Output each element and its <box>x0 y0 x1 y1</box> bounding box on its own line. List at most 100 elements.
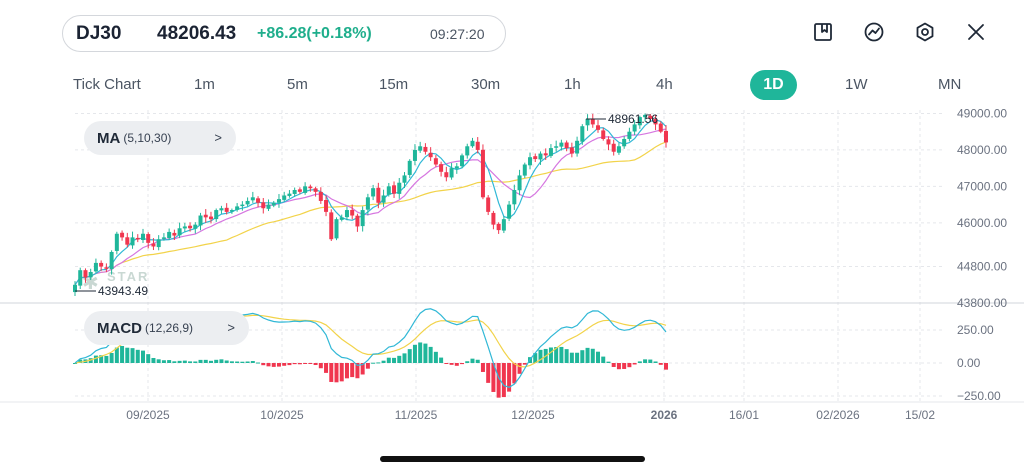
macd-bar <box>522 363 527 365</box>
macd-bar <box>292 363 297 365</box>
candle-body <box>120 232 125 238</box>
candle-body <box>334 219 339 239</box>
x-tick-label: 12/2025 <box>511 408 555 420</box>
macd-bar <box>303 363 308 364</box>
macd-bar <box>256 362 261 364</box>
candle-body <box>480 149 485 198</box>
tab-30m[interactable]: 30m <box>471 76 501 93</box>
time-label: 09:27:20 <box>430 25 485 42</box>
candle-body <box>643 114 648 118</box>
candle <box>392 181 397 198</box>
candle-body <box>596 125 601 130</box>
macd-bar <box>460 363 465 365</box>
candle <box>643 113 648 122</box>
candle-body <box>339 217 344 220</box>
candle <box>161 233 166 241</box>
candle-body <box>73 284 77 293</box>
tab-4h[interactable]: 4h <box>656 76 673 93</box>
candle-body <box>276 199 281 203</box>
macd-bar <box>412 344 417 363</box>
candle <box>151 238 156 251</box>
candle <box>135 234 140 243</box>
candle-body <box>109 251 114 270</box>
macd-bar <box>480 363 485 372</box>
candle-body <box>507 204 512 219</box>
candle-body <box>235 206 240 210</box>
macd-bar <box>596 351 601 363</box>
macd-bar <box>203 359 208 363</box>
candle <box>360 206 365 232</box>
candle-body <box>161 237 166 239</box>
trend-icon[interactable] <box>863 21 885 43</box>
tab-5m[interactable]: 5m <box>287 76 308 93</box>
candle-body <box>632 124 637 132</box>
candle <box>564 140 569 152</box>
tab-1d[interactable]: 1D <box>750 70 797 100</box>
candle-body <box>203 214 208 218</box>
candle-body <box>282 195 287 200</box>
x-tick-label: 10/2025 <box>260 408 304 420</box>
candle <box>371 184 376 201</box>
close-icon[interactable] <box>965 21 987 43</box>
chevron-right-icon: > <box>227 320 235 335</box>
candle-body <box>449 168 454 178</box>
candle-body <box>114 233 119 251</box>
candle-body <box>616 146 621 153</box>
candle-body <box>177 228 182 236</box>
settings-hex-icon[interactable] <box>914 21 936 43</box>
candle-body <box>376 187 381 203</box>
tab-15m[interactable]: 15m <box>379 76 409 93</box>
macd-bar <box>559 346 564 363</box>
macd-bar <box>266 363 271 367</box>
candle-body <box>412 149 417 161</box>
candle-body <box>439 164 444 172</box>
tab-mn[interactable]: MN <box>938 76 962 93</box>
ma-indicator-pill[interactable]: MA (5,10,30) > <box>84 121 236 155</box>
macd-bar <box>486 363 491 383</box>
macd-bar <box>120 345 125 363</box>
macd-bar <box>177 360 182 363</box>
candle-body <box>428 152 433 158</box>
y-tick-label: 47000.00 <box>957 179 1007 193</box>
candle <box>616 142 621 155</box>
macd-bar <box>99 355 104 363</box>
candle-body <box>392 185 397 194</box>
candle-body <box>135 237 140 240</box>
macd-bar <box>444 363 449 364</box>
ma-name: MA <box>97 129 121 147</box>
tab-1w[interactable]: 1W <box>845 76 868 93</box>
candle <box>78 267 83 290</box>
candle <box>569 142 574 158</box>
candles <box>73 113 668 296</box>
candle <box>627 127 632 142</box>
instrument-header[interactable]: DJ30 48206.43 +86.28(+0.18%) 09:27:20 <box>62 15 506 52</box>
x-tick-label: 09/2025 <box>126 408 170 420</box>
candle <box>596 119 601 133</box>
bookmark-icon[interactable] <box>812 21 834 43</box>
macd-indicator-pill[interactable]: MACD (12,26,9) > <box>84 311 249 345</box>
candle <box>611 139 616 156</box>
candle-body <box>407 160 412 175</box>
candle <box>104 263 109 272</box>
candle <box>130 231 135 249</box>
macd-bar <box>397 355 402 363</box>
low-label: 43943.49 <box>98 284 148 298</box>
tab-1m[interactable]: 1m <box>194 76 215 93</box>
candle <box>188 222 193 232</box>
candle-body <box>418 146 423 151</box>
macd-bar <box>512 363 517 384</box>
macd-bar <box>214 359 219 363</box>
candle-body <box>528 157 533 166</box>
candle <box>460 153 465 169</box>
macd-bar <box>318 363 323 369</box>
candle <box>240 201 245 211</box>
candle-body <box>360 210 365 227</box>
candle-body <box>627 131 632 139</box>
tab-1h[interactable]: 1h <box>564 76 581 93</box>
candle-body <box>245 200 250 205</box>
macd-bar <box>219 359 224 363</box>
price-chart[interactable]: STAR ✱ 49000.0048000.0047000.0046000.004… <box>0 0 1024 420</box>
candle <box>548 144 553 158</box>
tab-tick-chart[interactable]: Tick Chart <box>73 76 141 93</box>
candle <box>433 155 438 167</box>
